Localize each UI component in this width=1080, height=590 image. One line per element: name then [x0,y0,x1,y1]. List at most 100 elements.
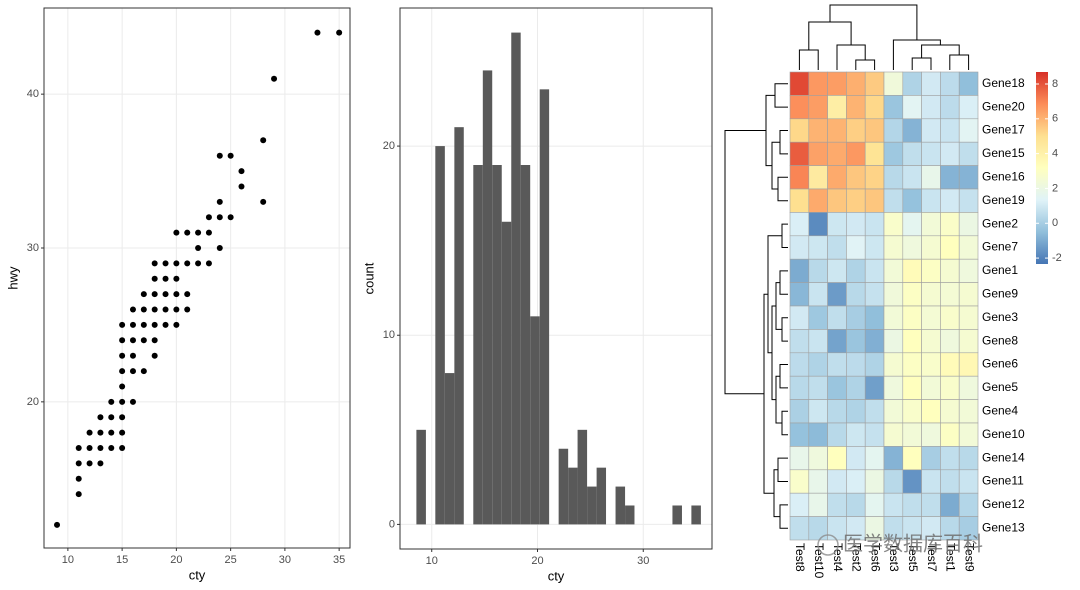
dendrogram-branch [779,364,788,389]
heatmap-cell [921,141,941,166]
dendrogram-branch [808,21,852,50]
point [216,198,223,205]
heatmap-cell [902,469,922,494]
row-label: Gene20 [982,99,1025,113]
point [162,321,169,328]
dendrogram-branch [949,54,970,70]
heatmap-cell [808,188,828,213]
dendrogram-branch [836,44,866,70]
heatmap-cell [864,399,885,424]
heatmap-cell [789,305,810,330]
heatmap-cell [827,141,847,166]
point [151,275,158,282]
heatmap-cell [789,118,810,143]
heatmap-cell [827,399,847,424]
point [129,306,136,313]
heatmap-cell [902,212,922,237]
heatmap-cell [789,188,810,213]
point [151,321,158,328]
heatmap-cell [864,188,885,213]
bar [501,221,512,525]
legend-label: 4 [1052,148,1058,160]
heatmap-cell [902,188,922,213]
heatmap-cell [864,469,885,494]
x-tick-label: 20 [170,554,182,566]
bar [530,316,540,525]
heatmap-cell [940,399,960,424]
heatmap-cell [902,329,922,354]
heatmap-cell [958,165,979,190]
heatmap-cell [883,95,904,120]
bar [615,486,626,525]
heatmap-cell [921,305,941,330]
heatmap-cell [864,305,885,330]
point [162,291,169,298]
heatmap-cell [902,258,922,283]
heatmap-cell [883,71,904,96]
heatmap-cell [864,258,885,283]
heatmap-cell [883,492,904,517]
heatmap-cell [883,258,904,283]
dendrogram-branch [779,504,788,529]
heatmap-cell [958,188,979,213]
y-tick-label: 20 [383,140,395,152]
point [140,321,147,328]
row-label: Gene4 [982,403,1018,417]
bar [416,429,426,525]
dendrogram-branch [779,270,788,295]
heatmap-cell [883,329,904,354]
x-tick-label: 35 [333,554,345,566]
heatmap-cell [940,118,960,143]
bar [625,505,635,525]
point [140,291,147,298]
row-label: Gene19 [982,193,1025,207]
heatmap-cell [958,118,979,143]
panel-border [43,7,351,549]
heatmap-cell [864,329,885,354]
y-tick-label: 30 [27,242,39,254]
heatmap-cell [940,492,960,517]
point [86,429,93,436]
point [140,368,147,375]
point [271,75,278,82]
column-label: Test5 [906,543,920,572]
bar [577,429,588,525]
heatmap-cell [958,469,979,494]
point [86,445,93,451]
heatmap-cell [827,446,847,471]
row-label: Gene15 [982,146,1025,160]
legend-label: 2 [1052,182,1058,194]
point [75,460,82,467]
heatmap-cell [846,282,866,307]
point [140,306,147,313]
point [151,337,158,344]
point [129,398,136,405]
row-label: Gene12 [982,497,1025,511]
column-label: Test10 [812,543,826,579]
row-label: Gene6 [982,357,1018,371]
heatmap-cell [902,375,922,400]
heatmap-cell [883,375,904,400]
column-label: Test3 [887,543,901,572]
point [173,260,180,267]
heatmap-cell [940,141,960,166]
point [129,368,136,375]
heatmap-cell [846,305,866,330]
bar [672,505,682,525]
row-label: Gene2 [982,216,1018,230]
heatmap-cell [827,165,847,190]
heatmap-cell [921,492,941,517]
heatmap-cell [789,329,810,354]
point [195,229,202,236]
heatmap-cell [808,165,828,190]
point [227,152,234,159]
heatmap-cell [958,492,979,517]
heatmap-cell [958,95,979,120]
point [75,445,82,451]
row-label: Gene3 [982,310,1018,324]
heatmap-cell [921,446,941,471]
heatmap-cell [921,352,941,377]
dendrogram-branch [774,83,788,108]
heatmap-cell [789,165,810,190]
